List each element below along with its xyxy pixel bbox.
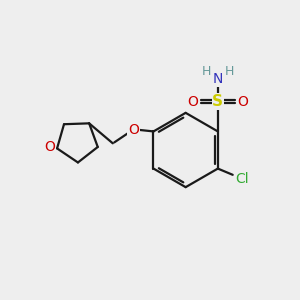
Text: O: O: [238, 95, 248, 109]
Text: Cl: Cl: [236, 172, 249, 186]
Text: O: O: [44, 140, 55, 154]
Text: H: H: [224, 64, 234, 78]
Text: N: N: [213, 72, 223, 86]
Text: S: S: [212, 94, 223, 109]
Text: O: O: [187, 95, 198, 109]
Text: H: H: [202, 64, 211, 78]
Text: O: O: [128, 123, 139, 137]
